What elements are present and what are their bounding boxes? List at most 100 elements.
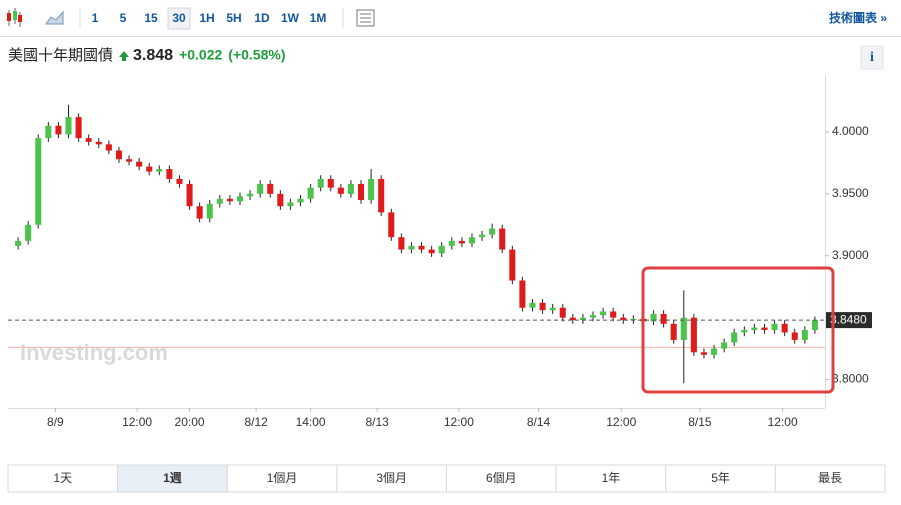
candle-body bbox=[438, 245, 445, 254]
candle-body bbox=[307, 187, 314, 199]
candle-body bbox=[398, 237, 405, 250]
candle-body bbox=[741, 330, 748, 333]
interval-button[interactable]: 5H bbox=[226, 11, 241, 25]
interval-button[interactable]: 15 bbox=[144, 11, 158, 25]
range-tab-selected[interactable] bbox=[117, 464, 228, 493]
y-tick-label: 3.9000 bbox=[832, 248, 869, 262]
range-tab[interactable] bbox=[774, 464, 886, 493]
candle-body bbox=[216, 198, 223, 204]
candle-body bbox=[600, 311, 607, 316]
candle-body bbox=[700, 352, 707, 355]
info-icon[interactable]: i bbox=[870, 50, 874, 65]
x-tick-label: 20:00 bbox=[175, 415, 205, 429]
candle-body bbox=[630, 318, 637, 321]
layout-icon[interactable] bbox=[356, 9, 375, 27]
candle-body bbox=[55, 125, 62, 135]
candle-body bbox=[25, 224, 32, 241]
candle-body bbox=[721, 342, 728, 349]
x-tick-label: 8/13 bbox=[365, 415, 389, 429]
candle-body bbox=[45, 125, 52, 139]
candle-body bbox=[670, 323, 677, 340]
candle-body bbox=[257, 183, 264, 194]
candle-body bbox=[136, 161, 143, 167]
range-tab-label[interactable]: 1年 bbox=[602, 471, 621, 485]
range-tab-label[interactable]: 6個月 bbox=[486, 471, 517, 485]
candle-body bbox=[650, 313, 657, 322]
range-tab[interactable] bbox=[446, 464, 557, 493]
candle-body bbox=[408, 245, 415, 250]
range-tab[interactable] bbox=[226, 464, 338, 493]
interval-button[interactable]: 5 bbox=[120, 11, 127, 25]
highlight-box bbox=[641, 266, 835, 394]
candle-body bbox=[15, 240, 22, 246]
price: 3.848 bbox=[133, 47, 173, 64]
technical-chart-link[interactable]: 技術圖表 » bbox=[829, 10, 887, 25]
candle-body bbox=[418, 245, 425, 250]
candle-body bbox=[458, 240, 465, 244]
range-tab[interactable] bbox=[665, 464, 776, 493]
x-tick-label: 12:00 bbox=[606, 415, 636, 429]
x-tick-label: 8/12 bbox=[244, 415, 268, 429]
candle-body bbox=[539, 302, 546, 311]
candle-body bbox=[489, 228, 496, 235]
candle-body bbox=[176, 178, 183, 184]
candle-body bbox=[711, 348, 718, 355]
candle-body bbox=[519, 280, 526, 308]
candle-body bbox=[801, 330, 808, 340]
candle-body bbox=[186, 183, 193, 207]
candle-body bbox=[771, 323, 778, 331]
candle-body bbox=[297, 198, 304, 203]
candle-body bbox=[468, 237, 476, 244]
candle-body bbox=[660, 313, 667, 324]
y-tick-label: 3.9500 bbox=[832, 186, 869, 200]
candle-body bbox=[156, 169, 163, 172]
candle-body bbox=[529, 302, 536, 308]
interval-button[interactable]: 1H bbox=[199, 11, 214, 25]
candle-body bbox=[569, 317, 576, 321]
candle-body bbox=[357, 183, 365, 201]
x-tick-label: 12:00 bbox=[768, 415, 798, 429]
candle-body bbox=[105, 144, 112, 151]
candle-body bbox=[337, 187, 344, 194]
range-tab-label[interactable]: 5年 bbox=[711, 471, 730, 485]
last-price-box bbox=[826, 312, 872, 329]
candle-body bbox=[479, 234, 486, 238]
candle-body bbox=[781, 323, 788, 333]
candle-body bbox=[549, 307, 556, 311]
candle-body bbox=[751, 327, 758, 331]
range-tab-label[interactable]: 1個月 bbox=[267, 471, 298, 485]
x-tick-label: 12:00 bbox=[122, 415, 152, 429]
candle-body bbox=[368, 178, 375, 201]
candle-body bbox=[126, 159, 133, 162]
info-button[interactable] bbox=[860, 45, 884, 70]
watermark: Investing.com bbox=[20, 340, 168, 365]
instrument-name: 美國十年期國債 bbox=[8, 47, 113, 64]
area-icon[interactable] bbox=[45, 10, 64, 25]
candle-body bbox=[95, 141, 102, 145]
interval-button[interactable]: 1 bbox=[92, 11, 99, 25]
candle-body bbox=[499, 228, 506, 250]
interval-button[interactable]: 30 bbox=[172, 11, 186, 25]
candle-body bbox=[277, 193, 284, 207]
range-tab-label[interactable]: 1週 bbox=[163, 470, 182, 485]
interval-button[interactable]: 1M bbox=[310, 11, 327, 25]
candle-body bbox=[761, 327, 768, 331]
last-price-label: 3.8480 bbox=[830, 312, 867, 326]
candle-body bbox=[509, 249, 516, 281]
interval-button[interactable]: 1D bbox=[254, 11, 270, 25]
candle-body bbox=[448, 240, 455, 246]
range-tab-label[interactable]: 最長 bbox=[818, 471, 842, 485]
candle-body bbox=[610, 311, 617, 318]
interval-button[interactable]: 1W bbox=[281, 11, 300, 25]
range-tab-label[interactable]: 3個月 bbox=[376, 471, 407, 485]
candle-body bbox=[75, 117, 82, 139]
candle-body bbox=[388, 212, 395, 238]
range-tab[interactable] bbox=[7, 464, 119, 493]
candle-body bbox=[85, 138, 92, 142]
selected-interval-box bbox=[167, 7, 191, 30]
candle-body bbox=[146, 166, 153, 172]
candle-body bbox=[317, 178, 324, 188]
range-tab-label[interactable]: 1天 bbox=[53, 471, 72, 485]
candle-icon[interactable] bbox=[7, 8, 22, 27]
